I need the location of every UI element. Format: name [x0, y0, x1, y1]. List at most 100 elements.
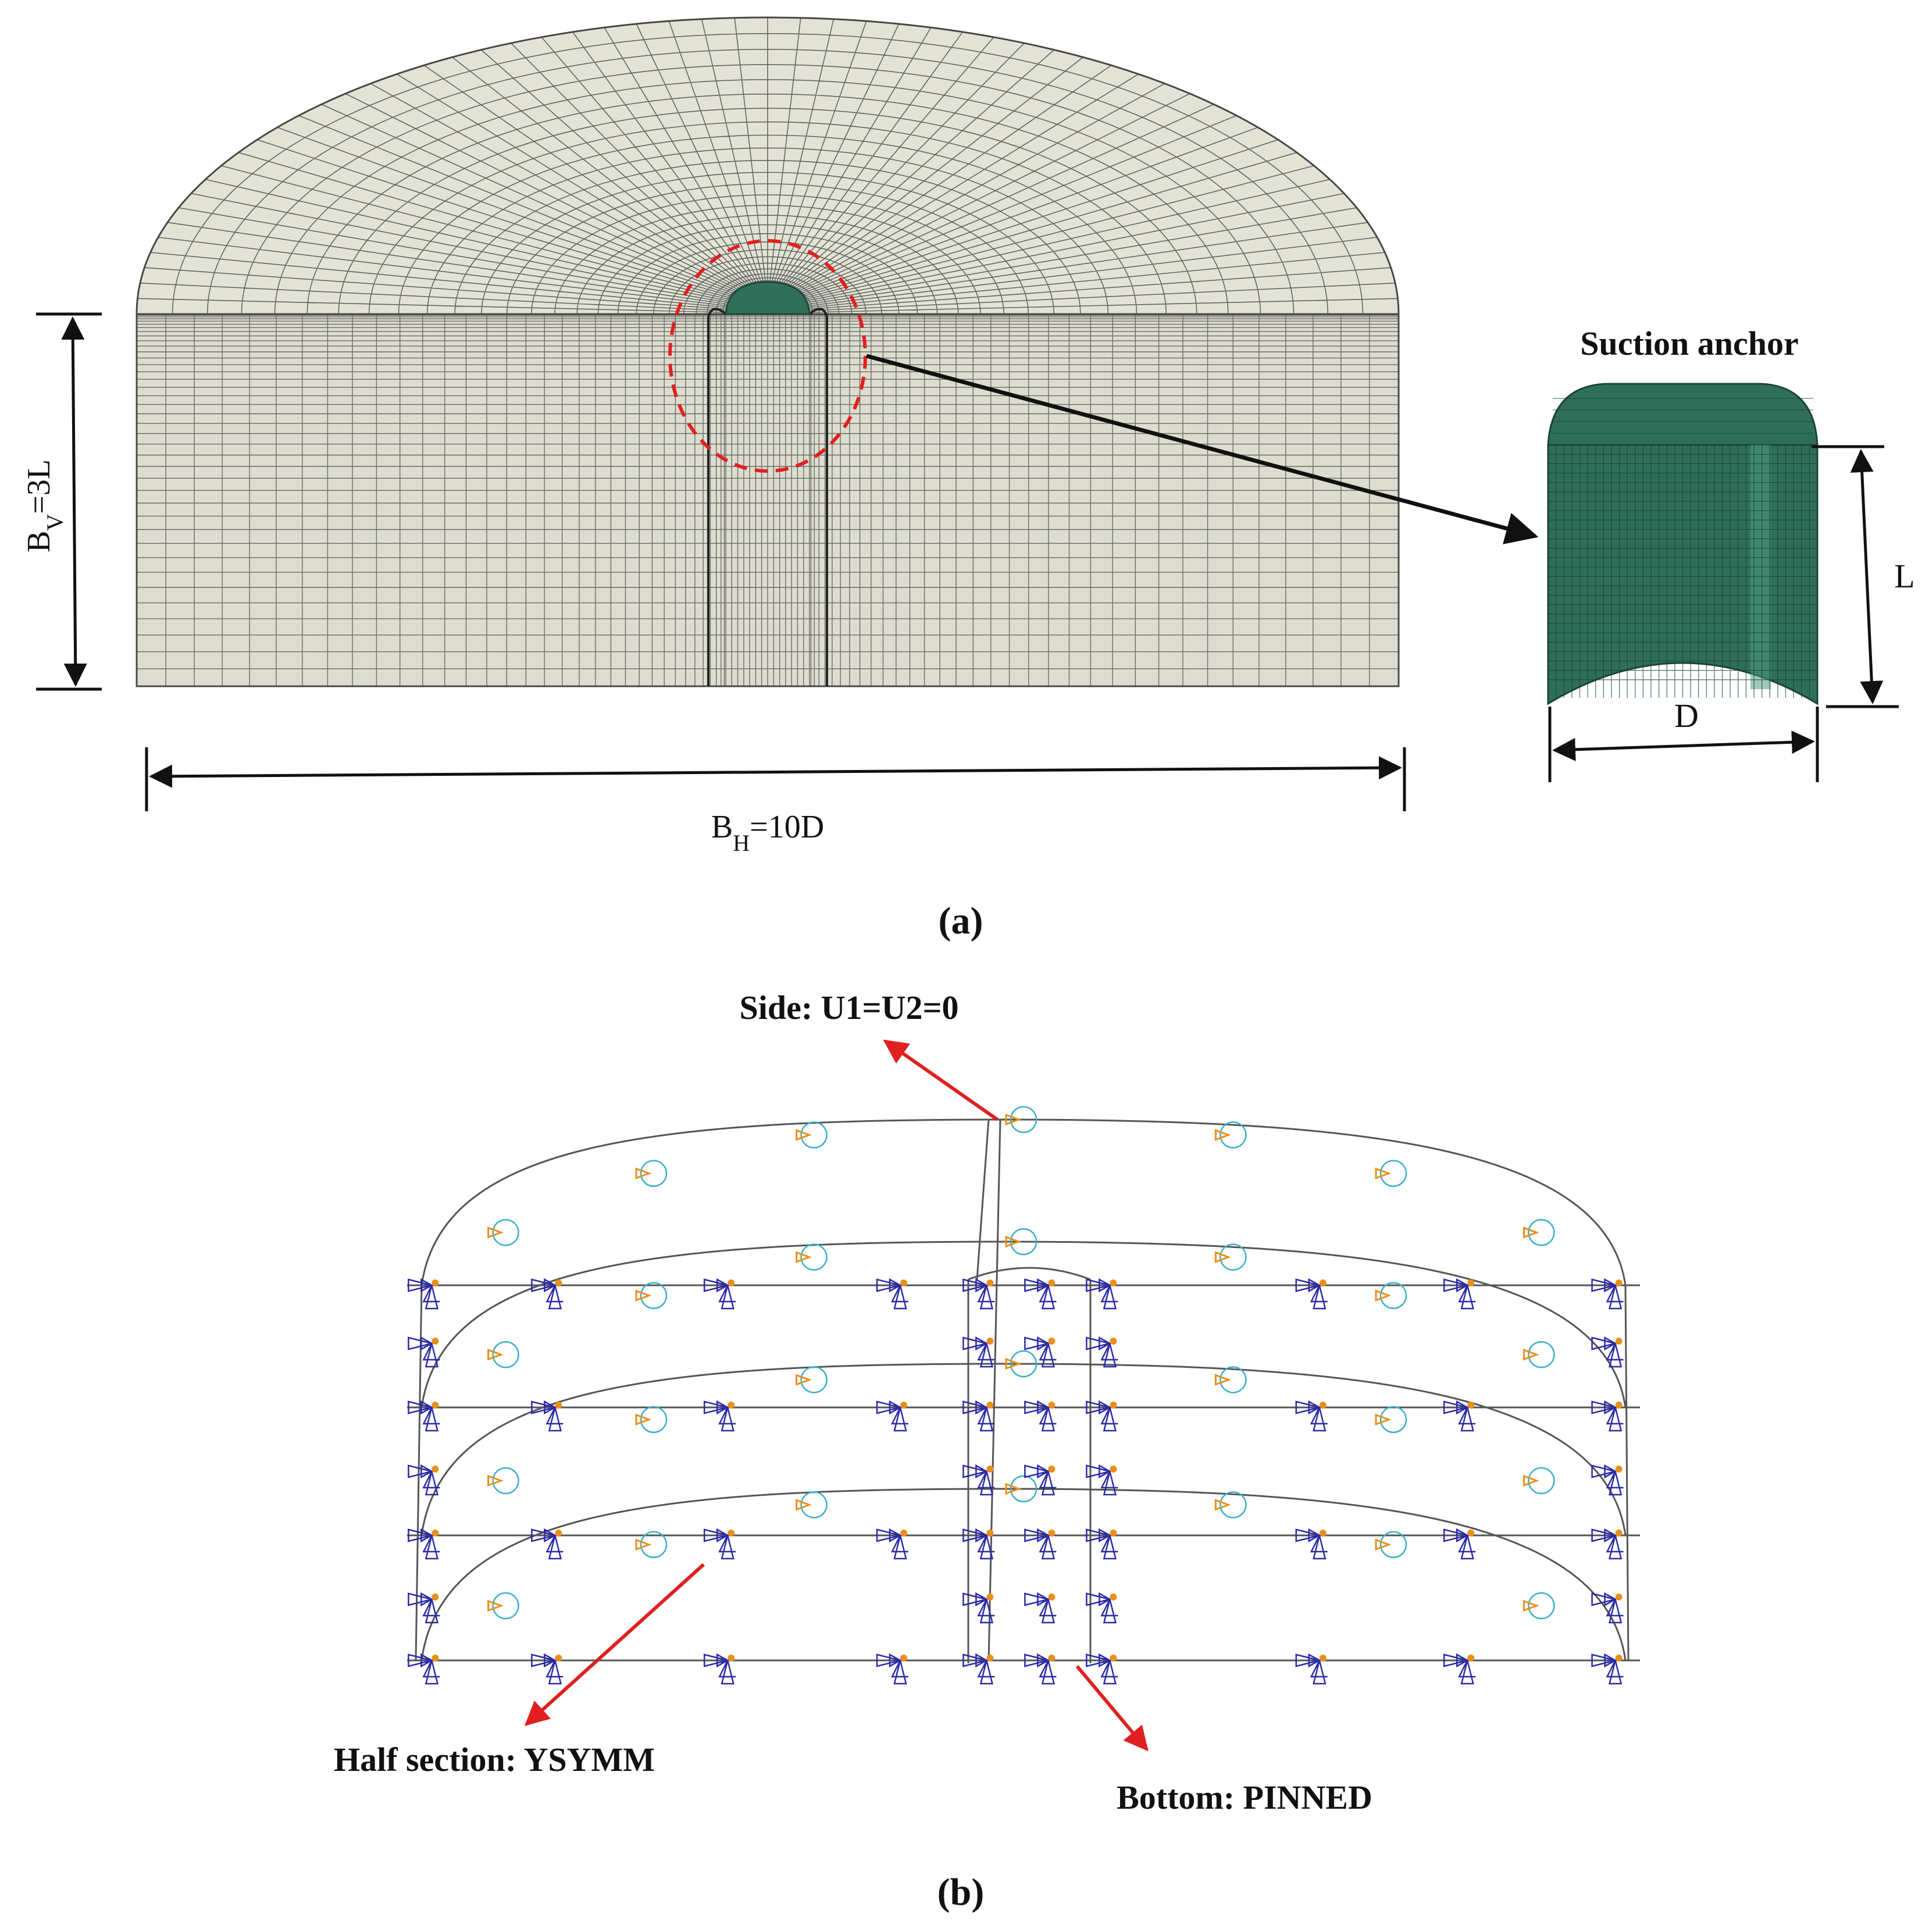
- pinned-support-icon: [962, 1528, 995, 1560]
- vertical-dimension-label: BV=3L: [21, 459, 68, 552]
- roller-support-icon: [796, 1491, 828, 1518]
- pinned-support-icon: [1591, 1400, 1624, 1432]
- pinned-support-icon: [1591, 1653, 1624, 1685]
- pinned-support-icon: [408, 1400, 440, 1432]
- anchor-top-dome: [1547, 383, 1819, 446]
- pinned-support-icon: [703, 1278, 736, 1310]
- side-bc-arrow: [883, 1039, 999, 1121]
- pinned-support-icon: [1443, 1278, 1476, 1310]
- pinned-support-icon: [1443, 1528, 1476, 1560]
- pinned-support-icon: [1086, 1653, 1118, 1685]
- pinned-support-icon: [1086, 1400, 1118, 1432]
- pinned-support-icon: [962, 1464, 995, 1496]
- soil-top-mesh-lines: [136, 17, 1399, 315]
- pinned-support-icon: [1591, 1464, 1624, 1496]
- side-bc-label: Side: U1=U2=0: [739, 989, 958, 1026]
- pinned-support-icon: [876, 1278, 908, 1310]
- panel-b-label: (b): [937, 1871, 985, 1913]
- pinned-support-icon: [1086, 1592, 1118, 1624]
- anchor-mesh-lines: [1548, 398, 1817, 698]
- roller-support-icon: [487, 1218, 519, 1246]
- vertical-dimension: BV=3L: [21, 312, 102, 691]
- pinned-support-icon: [876, 1528, 908, 1560]
- pinned-support-icon: [531, 1400, 564, 1432]
- anchor-wall-outline: [707, 308, 828, 686]
- pinned-support-icon: [408, 1464, 440, 1496]
- pinned-support-icon: [1024, 1400, 1057, 1432]
- roller-support-icon: [1214, 1243, 1247, 1271]
- roller-support-icon: [796, 1366, 828, 1393]
- roller-support-icon: [1005, 1228, 1037, 1256]
- pinned-support-icon: [1295, 1278, 1328, 1310]
- pinned-support-icon: [531, 1528, 564, 1560]
- half-section-bc-label: Half section: YSYMM: [334, 1741, 655, 1778]
- pinned-support-icon: [703, 1528, 736, 1560]
- horizontal-dimension-label: BH=10D: [711, 809, 824, 856]
- boundary-condition-symbols: [408, 1106, 1624, 1685]
- pinned-support-icon: [1024, 1592, 1057, 1624]
- pinned-support-icon: [1591, 1336, 1624, 1368]
- pinned-support-icon: [1086, 1464, 1118, 1496]
- suction-anchor-callout: Suction anchor L D: [1547, 325, 1915, 782]
- roller-support-icon: [1375, 1282, 1407, 1309]
- roller-support-icon: [1522, 1218, 1555, 1246]
- roller-support-icon: [635, 1160, 668, 1187]
- pinned-support-icon: [1295, 1528, 1328, 1560]
- pinned-support-icon: [962, 1400, 995, 1432]
- soil-section-mesh: [136, 308, 1399, 687]
- pinned-support-icon: [531, 1653, 564, 1685]
- soil-section-mesh-lines: [136, 313, 1399, 687]
- anchor-diameter-label: D: [1674, 697, 1699, 735]
- roller-support-icon: [1522, 1592, 1555, 1620]
- pinned-support-icon: [408, 1653, 440, 1685]
- pinned-support-icon: [1295, 1400, 1328, 1432]
- roller-support-icon: [487, 1467, 519, 1495]
- wireframe-lines: [407, 1118, 1640, 1663]
- roller-support-icon: [1522, 1341, 1555, 1368]
- roller-support-icon: [487, 1341, 519, 1368]
- roller-support-icon: [1214, 1121, 1247, 1149]
- half-section-bc-arrow: [524, 1563, 705, 1726]
- pinned-support-icon: [531, 1278, 564, 1310]
- anchor-length-label: L: [1894, 557, 1914, 595]
- roller-support-icon: [635, 1531, 668, 1559]
- roller-support-icon: [1375, 1531, 1407, 1559]
- panel-a: BV=3L BH=10D Suction anchor L: [21, 16, 1915, 942]
- pinned-support-icon: [1024, 1528, 1057, 1560]
- roller-support-icon: [487, 1592, 519, 1620]
- pinned-support-icon: [1086, 1278, 1118, 1310]
- callout-leader-arrow: [866, 354, 1539, 544]
- roller-support-icon: [1005, 1350, 1037, 1378]
- boundary-condition-wireframe: [407, 1118, 1640, 1663]
- pinned-support-icon: [962, 1278, 995, 1310]
- roller-support-icon: [1375, 1160, 1407, 1187]
- pinned-support-icon: [1086, 1336, 1118, 1368]
- pinned-support-icon: [1024, 1336, 1057, 1368]
- pinned-support-icon: [1024, 1278, 1057, 1310]
- pinned-support-icon: [962, 1592, 995, 1624]
- roller-support-icon: [1214, 1491, 1247, 1518]
- bottom-bc-label: Bottom: PINNED: [1117, 1778, 1372, 1816]
- soil-top-mesh: [136, 17, 1399, 315]
- roller-support-icon: [796, 1243, 828, 1271]
- panel-b: Side: U1=U2=0 Half section: YSYMM Bottom…: [334, 989, 1640, 1913]
- roller-support-icon: [1522, 1467, 1555, 1495]
- pinned-support-icon: [1443, 1653, 1476, 1685]
- horizontal-dimension: BH=10D: [145, 747, 1406, 856]
- pinned-support-icon: [876, 1400, 908, 1432]
- roller-support-icon: [635, 1282, 668, 1309]
- pinned-support-icon: [1591, 1592, 1624, 1624]
- highlight-ring: [668, 239, 867, 473]
- roller-support-icon: [635, 1406, 668, 1434]
- panel-a-label: (a): [939, 900, 983, 942]
- pinned-support-icon: [876, 1653, 908, 1685]
- pinned-support-icon: [1591, 1528, 1624, 1560]
- bottom-bc-arrow: [1075, 1665, 1149, 1752]
- pinned-support-icon: [408, 1528, 440, 1560]
- pinned-support-icon: [962, 1336, 995, 1368]
- pinned-support-icon: [962, 1653, 995, 1685]
- pinned-support-icon: [1443, 1400, 1476, 1432]
- roller-support-icon: [1005, 1475, 1037, 1503]
- anchor-mesh: [1548, 398, 1817, 698]
